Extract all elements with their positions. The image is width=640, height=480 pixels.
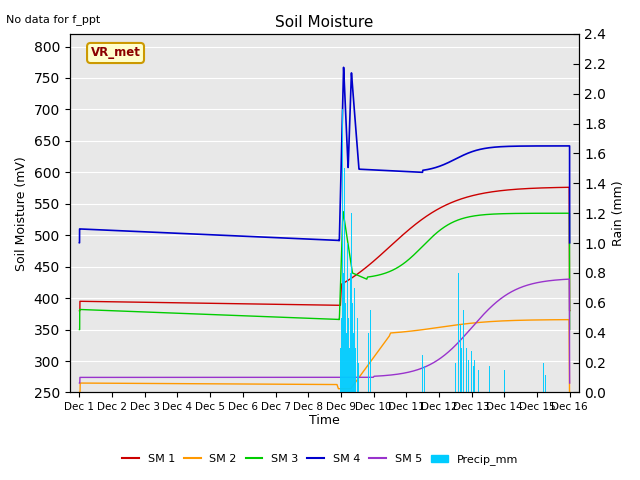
SM 3 <box>242 313 250 319</box>
Bar <box>357 318 358 393</box>
Bar <box>461 348 462 393</box>
Bar <box>370 311 371 393</box>
Bar <box>340 348 341 393</box>
SM 2 <box>76 390 83 396</box>
Bar <box>354 288 355 393</box>
SM 1 <box>565 184 573 190</box>
SM 1 <box>76 308 83 313</box>
SM 1 <box>448 200 456 205</box>
SM 3 <box>308 315 316 321</box>
SM 2 <box>434 324 442 330</box>
Bar <box>463 311 464 393</box>
Bar <box>355 348 356 393</box>
Line: SM 1: SM 1 <box>79 187 570 311</box>
Text: No data for f_ppt: No data for f_ppt <box>6 14 100 25</box>
Bar <box>474 360 476 393</box>
Line: SM 4: SM 4 <box>79 67 570 243</box>
SM 3 <box>539 210 547 216</box>
SM 1 <box>545 185 553 191</box>
Y-axis label: Rain (mm): Rain (mm) <box>612 180 625 246</box>
SM 4 <box>448 158 456 164</box>
SM 2 <box>566 390 573 396</box>
Bar <box>458 273 459 393</box>
SM 5 <box>448 346 456 352</box>
SM 4 <box>308 236 316 242</box>
SM 2 <box>539 317 547 323</box>
SM 3 <box>339 209 347 215</box>
Text: VR_met: VR_met <box>91 47 140 60</box>
SM 3 <box>76 327 83 333</box>
SM 5 <box>308 374 316 380</box>
Line: SM 3: SM 3 <box>79 212 570 330</box>
Bar <box>477 370 479 393</box>
SM 1 <box>242 301 250 307</box>
Bar <box>456 243 458 393</box>
Bar <box>543 362 544 393</box>
SM 2 <box>242 381 250 387</box>
Bar <box>353 333 354 393</box>
Bar <box>351 213 352 393</box>
SM 5 <box>566 380 573 386</box>
Bar <box>460 325 461 393</box>
SM 4 <box>242 233 250 239</box>
SM 5 <box>76 380 83 386</box>
SM 3 <box>566 327 573 333</box>
Bar <box>348 318 349 393</box>
SM 1 <box>566 308 573 313</box>
SM 1 <box>308 302 316 308</box>
SM 5 <box>545 278 553 284</box>
Bar <box>504 370 505 393</box>
SM 4 <box>340 64 348 70</box>
Y-axis label: Soil Moisture (mV): Soil Moisture (mV) <box>15 156 28 271</box>
X-axis label: Time: Time <box>309 414 340 427</box>
SM 3 <box>545 210 553 216</box>
SM 5 <box>242 374 250 380</box>
SM 3 <box>434 229 442 235</box>
SM 2 <box>448 323 456 328</box>
SM 5 <box>434 357 442 363</box>
SM 5 <box>566 276 573 282</box>
Bar <box>358 362 359 393</box>
Bar <box>342 108 343 393</box>
Bar <box>471 351 472 393</box>
Bar <box>422 355 423 393</box>
SM 4 <box>539 143 547 149</box>
Bar <box>489 366 490 393</box>
Bar <box>350 273 351 393</box>
SM 4 <box>545 143 553 149</box>
SM 2 <box>565 317 573 323</box>
Title: Soil Moisture: Soil Moisture <box>275 15 374 30</box>
Bar <box>455 362 456 393</box>
Bar <box>349 348 350 393</box>
Bar <box>344 168 345 393</box>
SM 3 <box>448 220 456 226</box>
Bar <box>473 366 474 393</box>
Legend: SM 1, SM 2, SM 3, SM 4, SM 5, Precip_mm: SM 1, SM 2, SM 3, SM 4, SM 5, Precip_mm <box>118 450 522 469</box>
SM 1 <box>434 206 442 212</box>
SM 2 <box>308 382 316 387</box>
SM 4 <box>76 240 83 246</box>
Bar <box>346 333 347 393</box>
SM 4 <box>566 240 573 246</box>
SM 2 <box>545 317 553 323</box>
Line: SM 5: SM 5 <box>79 279 570 383</box>
SM 5 <box>539 279 547 285</box>
Bar <box>352 303 353 393</box>
SM 4 <box>434 164 442 170</box>
Bar <box>368 333 369 393</box>
SM 1 <box>539 185 547 191</box>
Line: SM 2: SM 2 <box>79 320 570 393</box>
